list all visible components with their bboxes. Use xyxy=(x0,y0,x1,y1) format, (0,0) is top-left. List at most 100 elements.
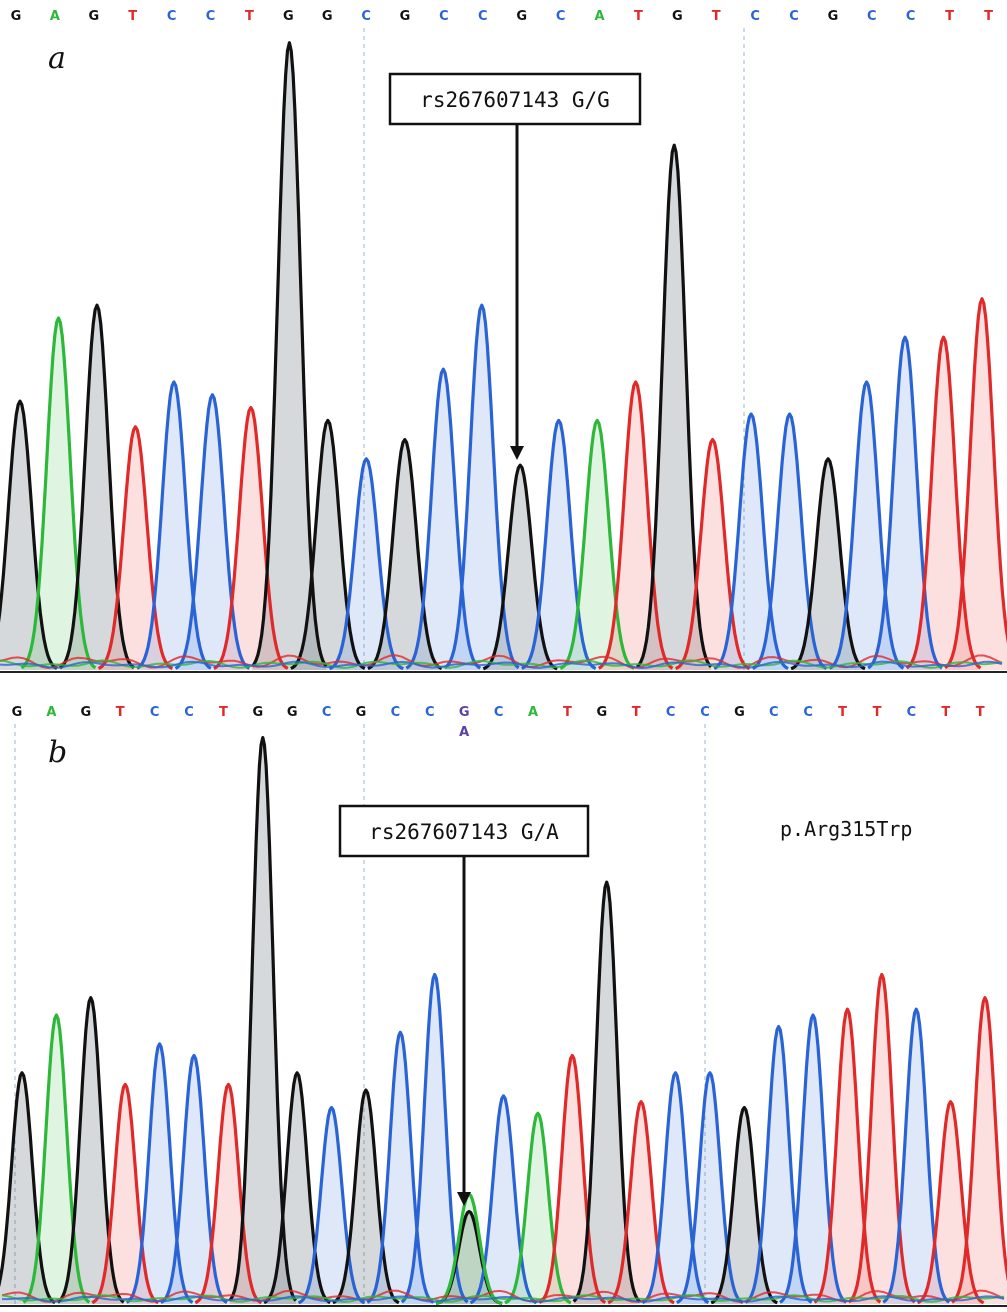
base-call-letter: C xyxy=(150,705,160,720)
base-call-letter: T xyxy=(563,705,572,720)
chromatogram-panel-a: G A G T C C T G G C G C C G C A T G T C C G C C T T a rs267607143… xyxy=(0,9,1007,673)
base-call-letter: C xyxy=(167,9,177,24)
base-call-letter: C xyxy=(789,9,799,24)
peak-trace-c xyxy=(641,1071,710,1305)
base-call-letter: G xyxy=(80,705,91,720)
callout-text-b: rs267607143 G/A xyxy=(369,820,559,844)
peak-trace-g xyxy=(56,996,125,1304)
base-call-letter: T xyxy=(945,9,954,24)
peak-trace-g xyxy=(482,463,558,671)
chromatogram-svg-b: G A G T C C T G G C G C C GAC A T G T C C G C C T T C T T b rs26760… xyxy=(0,705,1007,1307)
panel-label-b: b xyxy=(48,735,67,770)
base-call-letter: A xyxy=(528,705,538,720)
callout-box-a xyxy=(388,72,642,126)
peak-trace-g xyxy=(367,438,443,671)
base-call-letter: T xyxy=(128,9,137,24)
peak-fill-t xyxy=(945,298,1007,670)
peak-trace-a xyxy=(22,1013,91,1304)
base-call-letter: C xyxy=(206,9,216,24)
base-call-letter: C xyxy=(769,705,779,720)
base-call-letter: G xyxy=(828,9,839,24)
base-call-letter: T xyxy=(984,9,993,24)
base-call-letter: T xyxy=(941,705,950,720)
peak-trace-t xyxy=(674,438,751,671)
base-call-letter: T xyxy=(116,705,125,720)
peak-trace-c xyxy=(400,972,469,1304)
peak-trace-c xyxy=(867,335,943,670)
peak-trace-c xyxy=(125,1042,194,1304)
base-call-letter: G xyxy=(400,9,411,24)
peak-trace-g xyxy=(710,1105,778,1305)
callout-box-b xyxy=(338,804,590,858)
peak-trace-g xyxy=(59,303,135,670)
base-call-letter: G xyxy=(734,705,745,720)
base-call-letter: T xyxy=(838,705,847,720)
panel-label-a: a xyxy=(48,41,66,76)
base-call-letter: T xyxy=(712,9,721,24)
base-call-letter: G xyxy=(516,9,527,24)
base-call-letter: C xyxy=(666,705,676,720)
peak-trace-c xyxy=(443,303,520,670)
base-call-letter: G xyxy=(356,705,367,720)
peak-trace-t xyxy=(916,1100,985,1305)
peak-trace-g xyxy=(263,1071,331,1305)
peak-trace-c xyxy=(160,1053,228,1304)
peak-trace-c xyxy=(174,393,251,670)
base-call-letter: T xyxy=(976,705,985,720)
peak-trace-c xyxy=(779,1013,847,1304)
callout-text-a: rs267607143 G/G xyxy=(420,88,610,112)
peak-trace-c xyxy=(676,1071,744,1305)
peak-trace-t xyxy=(905,335,982,670)
base-call-letter: C xyxy=(322,705,332,720)
base-call-letter: C xyxy=(907,705,917,720)
peak-trace-t xyxy=(194,1082,263,1305)
peak-trace-a xyxy=(20,316,97,670)
peak-trace-g xyxy=(790,457,866,671)
peak-trace-g xyxy=(228,736,298,1302)
peak-trace-g xyxy=(251,41,328,668)
base-call-letter: T xyxy=(245,9,254,24)
callout-arrowhead-b xyxy=(457,1192,471,1206)
base-call-letter: C xyxy=(803,705,813,720)
peak-trace-t xyxy=(91,1082,159,1305)
base-call-letter: T xyxy=(634,9,643,24)
base-calls-b: G A G T C C T G G C G C C GAC A T G T C C G C C T T C T T xyxy=(12,705,985,740)
peak-fill-g xyxy=(0,1072,55,1304)
peak-trace-c xyxy=(828,380,905,670)
peak-trace-c xyxy=(744,1025,813,1304)
peak-trace-g xyxy=(290,418,366,670)
peak-trace-c xyxy=(405,367,482,670)
peak-fill-g xyxy=(0,401,57,670)
peak-trace-g xyxy=(0,1071,56,1304)
peak-trace-c xyxy=(297,1105,366,1305)
peak-trace-t xyxy=(813,1007,882,1304)
peak-trace-c xyxy=(328,457,404,671)
base-call-letter: G xyxy=(252,705,263,720)
peak-trace-t xyxy=(538,1053,607,1304)
variant-annotation: p.Arg315Trp xyxy=(780,817,912,841)
callout-arrowhead-a xyxy=(510,446,524,460)
peak-trace-c xyxy=(366,1030,435,1304)
base-call-letter: A xyxy=(594,9,604,24)
peak-fill-t xyxy=(952,997,1007,1304)
peak-trace-t xyxy=(951,996,1007,1304)
base-call-letter: C xyxy=(700,705,710,720)
base-call-letter: T xyxy=(632,705,641,720)
base-call-letter: C xyxy=(867,9,877,24)
peak-trace-c xyxy=(713,412,789,670)
base-call-letter: T xyxy=(873,705,882,720)
trace-lines-a xyxy=(0,41,1007,673)
base-call-letter: C xyxy=(906,9,916,24)
peak-trace-a xyxy=(559,418,635,670)
peak-trace-g xyxy=(636,143,713,668)
peak-trace-c xyxy=(751,412,828,670)
base-call-letter: A xyxy=(50,9,60,24)
base-call-letter: G xyxy=(12,705,23,720)
base-call-letter: C xyxy=(184,705,194,720)
peak-trace-c xyxy=(882,1007,951,1304)
base-call-letter: T xyxy=(219,705,228,720)
peak-trace-t xyxy=(607,1100,675,1305)
base-call-letter: C xyxy=(425,705,435,720)
